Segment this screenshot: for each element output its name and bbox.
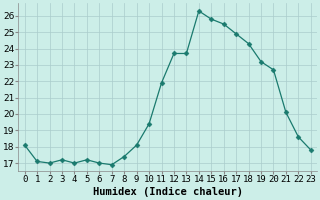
X-axis label: Humidex (Indice chaleur): Humidex (Indice chaleur) — [93, 187, 243, 197]
